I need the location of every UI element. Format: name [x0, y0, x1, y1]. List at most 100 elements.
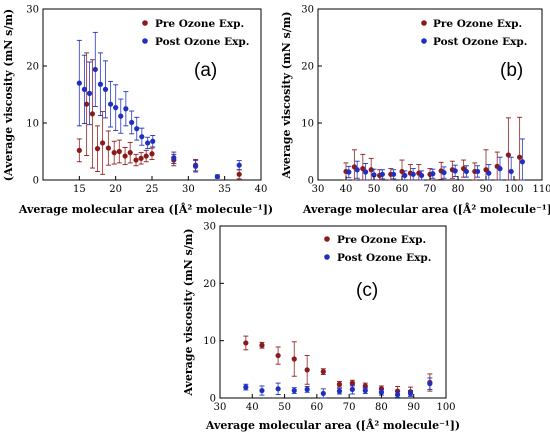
- point-post-c-2: [275, 382, 281, 396]
- data-point: [107, 101, 114, 107]
- x-tick-label-c-7: 100: [436, 402, 455, 413]
- data-point: [145, 140, 151, 146]
- point-pre-a-11: [138, 152, 144, 165]
- point-post-b-12: [463, 165, 469, 178]
- data-point: [149, 151, 155, 157]
- x-axis-title-c: Average molecular area ([Å² molecule⁻¹]): [205, 418, 460, 432]
- data-point: [517, 154, 523, 160]
- y-tick-label-c-2: 20: [203, 279, 216, 290]
- y-tick-label-a-0: 0: [33, 176, 39, 187]
- data-point: [336, 381, 343, 387]
- y-tick-label-a-1: 10: [26, 119, 39, 130]
- point-post-a-5: [102, 60, 109, 119]
- point-post-b-1: [354, 160, 360, 179]
- x-tick-label-c-3: 60: [310, 402, 323, 413]
- data-point: [236, 162, 242, 168]
- x-tick-label-b-0: 30: [312, 184, 325, 195]
- data-point: [363, 169, 369, 175]
- point-pre-a-1: [84, 52, 90, 156]
- y-axis-title-b: Average viscosity (mN s/m): [280, 11, 293, 179]
- point-post-b-16: [508, 156, 514, 181]
- panel-b: 30 40 50 60 70 80 90 100 110 0 10 20 30 Average mole…: [280, 5, 550, 217]
- point-post-a-11: [134, 116, 140, 141]
- y-axis-title-a: (Average viscosity (mN s/m): [2, 9, 15, 181]
- point-pre-a-2: [89, 59, 96, 169]
- point-post-b-14: [486, 164, 492, 181]
- y-tick-label-b-2: 20: [301, 62, 314, 73]
- data-point: [243, 384, 249, 390]
- point-post-a-7: [113, 84, 119, 131]
- data-point: [407, 390, 414, 397]
- x-tick-label-c-2: 50: [278, 402, 291, 413]
- data-point: [76, 80, 82, 86]
- data-point: [92, 66, 98, 73]
- y-tick-label-b-0: 0: [308, 176, 314, 187]
- data-point: [236, 171, 242, 177]
- panel-label-a: (a): [194, 60, 217, 81]
- point-post-a-3: [92, 31, 98, 107]
- legend-marker-post-a: [142, 38, 148, 44]
- x-tick-label-b-1: 40: [340, 184, 353, 195]
- data-point: [275, 352, 281, 359]
- data-point: [368, 167, 374, 173]
- point-pre-a-10: [133, 153, 139, 167]
- point-pre-c-0: [243, 335, 249, 351]
- point-post-c-11: [407, 390, 414, 397]
- point-pre-c-1: [259, 341, 265, 349]
- legend-marker-post-b: [421, 38, 427, 44]
- x-axis-title-a: Average molecular area ([Å² molecule⁻¹]): [18, 202, 273, 216]
- x-tick-label-c-0: 30: [214, 402, 227, 413]
- x-tick-label-a-0: 15: [73, 184, 86, 195]
- data-point: [336, 388, 343, 394]
- data-point: [81, 86, 88, 92]
- x-tick-label-a-4: 35: [218, 184, 231, 195]
- point-post-c-9: [378, 388, 385, 396]
- data-point: [378, 389, 385, 395]
- point-pre-b-1: [351, 149, 357, 181]
- data-point: [127, 150, 133, 156]
- data-point: [143, 153, 149, 159]
- data-point: [94, 146, 101, 152]
- point-post-c-10: [394, 391, 401, 398]
- point-pre-a-4: [99, 111, 106, 175]
- data-point: [441, 169, 447, 176]
- data-point: [508, 168, 514, 175]
- point-post-b-9: [430, 168, 436, 179]
- axis-ticks-c: 30 40 50 60 70 80 90 100 0 10 20 30: [203, 222, 455, 414]
- point-post-c-6: [336, 387, 343, 395]
- point-pre-a-6: [111, 140, 117, 165]
- data-point: [102, 86, 109, 92]
- data-point: [139, 134, 145, 140]
- point-post-b-17: [519, 138, 526, 181]
- x-tick-label-a-3: 30: [182, 184, 195, 195]
- x-tick-label-b-5: 80: [452, 184, 465, 195]
- point-post-a-18: [236, 160, 242, 171]
- data-point: [76, 147, 82, 153]
- data-point: [97, 81, 104, 87]
- panel-a: 15 20 25 30 35 40 0 10 20 30 Average molecular ar…: [2, 5, 273, 217]
- point-post-c-3: [291, 387, 297, 394]
- panel-label-c: (c): [356, 280, 378, 301]
- y-tick-label-b-3: 30: [301, 5, 314, 16]
- data-point: [150, 138, 156, 144]
- data-point: [193, 163, 199, 169]
- point-post-a-15: [171, 151, 177, 164]
- data-point: [320, 369, 326, 375]
- legend-c: Pre Ozone Exp. Post Ozone Exp.: [324, 234, 431, 264]
- point-pre-a-12: [143, 149, 149, 163]
- y-axis-title-c: Average viscosity (mN s/m): [182, 228, 195, 396]
- legend-label-post-b: Post Ozone Exp.: [433, 36, 527, 48]
- data-point: [259, 387, 265, 394]
- data-point: [349, 386, 355, 392]
- x-tick-label-b-7: 100: [504, 184, 523, 195]
- y-tick-label-b-1: 10: [301, 119, 314, 130]
- point-pre-c-5: [320, 368, 326, 375]
- point-pre-a-5: [105, 130, 111, 166]
- point-post-b-7: [410, 168, 416, 181]
- data-point: [379, 171, 385, 177]
- data-point: [138, 155, 144, 161]
- x-tick-label-c-6: 90: [407, 402, 420, 413]
- legend-marker-pre-a: [142, 20, 148, 26]
- point-pre-a-8: [122, 147, 128, 166]
